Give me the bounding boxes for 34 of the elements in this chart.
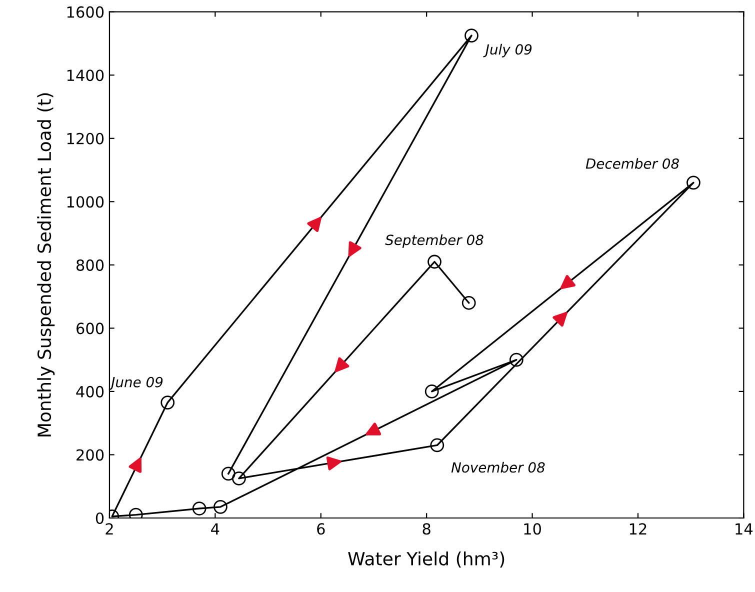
x-tick-label: 12 [630, 523, 646, 534]
point [509, 352, 524, 367]
x-tick-label: 8 [422, 523, 430, 535]
y-tick-label: 1000 [67, 196, 104, 208]
y-tick-label: 1200 [67, 132, 104, 144]
y-axis-title: Monthly Suspended Sediment Load (t) [37, 93, 55, 436]
point [464, 28, 478, 43]
point [214, 500, 228, 514]
x-axis-title: Water Yield (hm³) [348, 552, 504, 568]
point [192, 502, 206, 516]
y-tick-label: 400 [76, 386, 104, 398]
annotation: July 09 [483, 44, 532, 58]
point [424, 384, 439, 398]
y-tick-label: 1400 [67, 70, 104, 82]
x-tick-label: 10 [524, 523, 541, 535]
point [232, 472, 246, 486]
x-tick-label: 4 [211, 523, 220, 534]
annotation: December 08 [586, 158, 679, 169]
point [430, 438, 444, 452]
x-tick-label: 14 [736, 523, 753, 534]
point [221, 466, 236, 481]
y-tick-label: 0 [96, 512, 104, 524]
y-tick-label: 800 [76, 259, 104, 271]
x-tick-label: 2 [106, 523, 113, 534]
point [428, 254, 442, 269]
point [462, 296, 476, 310]
point [160, 396, 175, 410]
y-tick-label: 600 [76, 322, 104, 334]
y-tick-label: 200 [76, 449, 104, 461]
annotation: September 08 [385, 234, 484, 248]
point [686, 176, 700, 190]
y-tick-label: 1600 [67, 6, 104, 18]
x-tick-label: 6 [317, 523, 325, 535]
annotation: November 08 [451, 462, 545, 473]
